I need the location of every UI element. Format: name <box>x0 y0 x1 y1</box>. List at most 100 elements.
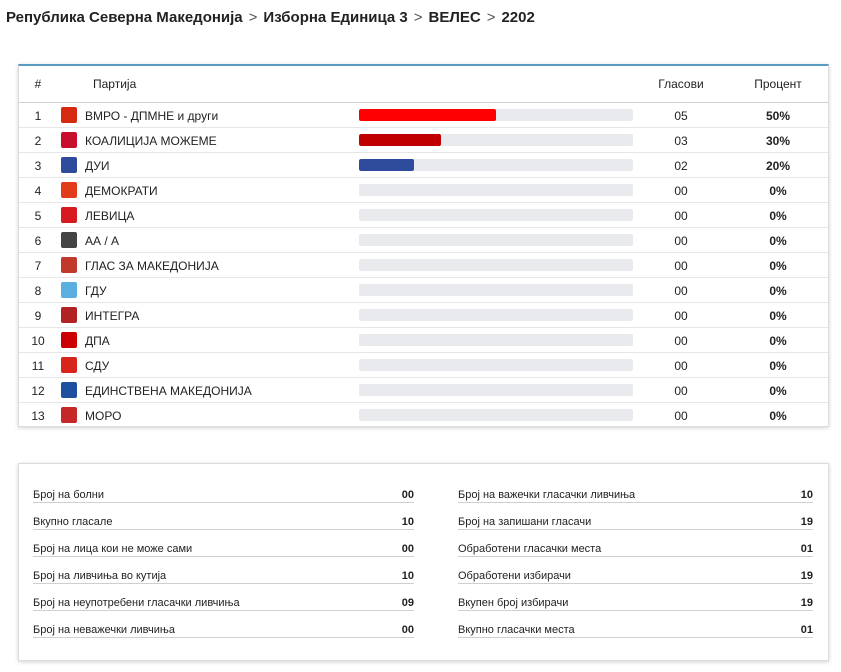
stat-item: Број на неважечки ливчиња 00 <box>33 624 414 638</box>
vote-count: 00 <box>674 209 688 223</box>
progress-bar <box>359 259 633 271</box>
aa-logo-icon <box>61 232 77 248</box>
progress-bar <box>359 284 633 296</box>
table-row[interactable]: 13 МОРО 00 0% <box>19 403 828 428</box>
party-name: ИНТЕГРА <box>85 309 140 323</box>
stats-panel: Број на болни 00 Вкупно гласале 10 Број на л… <box>18 463 829 661</box>
vote-count: 00 <box>674 284 688 298</box>
party-name: МОРО <box>85 409 122 423</box>
stat-item: Број на важечки гласачки ливчиња 10 <box>458 489 813 503</box>
results-table: # Партија Гласови Процент 1 ВМРО - ДПМНЕ … <box>18 64 829 427</box>
moro-logo-icon <box>61 407 77 423</box>
stat-label: Број на неупотребени гласачки ливчиња <box>33 597 240 609</box>
table-row[interactable]: 7 ГЛАС ЗА МАКЕДОНИЈА 00 0% <box>19 253 828 278</box>
chevron-right-icon: > <box>413 8 423 26</box>
dui-logo-icon <box>61 157 77 173</box>
stat-item: Вкупно гласале 10 <box>33 516 414 530</box>
stat-label: Вкупен број избирачи <box>458 597 569 609</box>
table-row[interactable]: 9 ИНТЕГРА 00 0% <box>19 303 828 328</box>
row-number: 11 <box>31 359 45 373</box>
table-row[interactable]: 3 ДУИ 02 20% <box>19 153 828 178</box>
vote-count: 00 <box>674 334 688 348</box>
vote-percent: 0% <box>769 359 787 373</box>
vote-percent: 0% <box>769 384 787 398</box>
levica-logo-icon <box>61 207 77 223</box>
table-row[interactable]: 10 ДПА 00 0% <box>19 328 828 353</box>
table-row[interactable]: 8 ГДУ 00 0% <box>19 278 828 303</box>
progress-bar-fill <box>359 109 496 121</box>
stat-item: Вкупно гласачки места 01 <box>458 624 813 638</box>
vote-percent: 30% <box>765 134 791 148</box>
vote-percent: 50% <box>765 109 791 123</box>
vote-count: 02 <box>674 159 688 173</box>
table-row[interactable]: 6 АА / А 00 0% <box>19 228 828 253</box>
breadcrumb: Република Северна Македонија > Изборна Е… <box>6 6 535 28</box>
vote-percent: 0% <box>769 334 787 348</box>
stat-value: 19 <box>800 570 813 582</box>
table-row[interactable]: 1 ВМРО - ДПМНЕ и други 05 50% <box>19 103 828 128</box>
vmro-logo-icon <box>61 107 77 123</box>
vote-count: 00 <box>674 359 688 373</box>
row-number: 9 <box>34 309 42 323</box>
table-row[interactable]: 4 ДЕМОКРАТИ 00 0% <box>19 178 828 203</box>
party-name: ДУИ <box>85 159 110 173</box>
table-header: # Партија Гласови Процент <box>19 66 828 103</box>
stat-item: Број на болни 00 <box>33 489 414 503</box>
gdu-logo-icon <box>61 282 77 298</box>
stat-label: Број на лица кои не може сами <box>33 543 193 555</box>
stat-label: Број на ливчиња во кутија <box>33 570 167 582</box>
row-number: 3 <box>34 159 42 173</box>
party-name: АА / А <box>85 234 120 248</box>
party-name: ДЕМОКРАТИ <box>85 184 158 198</box>
vote-percent: 20% <box>765 159 791 173</box>
table-row[interactable]: 12 ЕДИНСТВЕНА МАКЕДОНИЈА 00 0% <box>19 378 828 403</box>
breadcrumb-municipality[interactable]: ВЕЛЕС <box>428 8 481 26</box>
row-number: 6 <box>34 234 42 248</box>
vote-count: 00 <box>674 234 688 248</box>
stat-value: 01 <box>800 543 813 555</box>
vote-percent: 0% <box>769 259 787 273</box>
stat-item: Број на запишани гласачи 19 <box>458 516 813 530</box>
stat-label: Број на болни <box>33 489 105 501</box>
stat-value: 09 <box>401 597 414 609</box>
chevron-right-icon: > <box>248 8 258 26</box>
vote-count: 00 <box>674 184 688 198</box>
progress-bar <box>359 409 633 421</box>
stat-value: 00 <box>401 624 414 636</box>
party-name: ЕДИНСТВЕНА МАКЕДОНИЈА <box>85 384 252 398</box>
stat-label: Број на важечки гласачки ливчиња <box>458 489 636 501</box>
row-number: 10 <box>31 334 45 348</box>
vote-percent: 0% <box>769 409 787 423</box>
stat-item: Обработени избирачи 19 <box>458 570 813 584</box>
demokrati-logo-icon <box>61 182 77 198</box>
stat-value: 10 <box>800 489 813 501</box>
stat-item: Обработени гласачки места 01 <box>458 543 813 557</box>
table-row[interactable]: 2 КОАЛИЦИЈА МОЖЕМЕ 03 30% <box>19 128 828 153</box>
vote-count: 00 <box>674 409 688 423</box>
progress-bar <box>359 334 633 346</box>
edinstvena-logo-icon <box>61 382 77 398</box>
table-row[interactable]: 11 СДУ 00 0% <box>19 353 828 378</box>
progress-bar <box>359 359 633 371</box>
vote-count: 05 <box>674 109 688 123</box>
vote-percent: 0% <box>769 309 787 323</box>
mozeme-logo-icon <box>61 132 77 148</box>
progress-bar <box>359 184 633 196</box>
sdu-logo-icon <box>61 357 77 373</box>
party-name: ГДУ <box>85 284 107 298</box>
table-row[interactable]: 5 ЛЕВИЦА 00 0% <box>19 203 828 228</box>
party-name: ЛЕВИЦА <box>85 209 135 223</box>
row-number: 12 <box>31 384 45 398</box>
header-percent: Процент <box>754 77 802 91</box>
progress-bar <box>359 234 633 246</box>
vote-percent: 0% <box>769 284 787 298</box>
breadcrumb-country[interactable]: Република Северна Македонија <box>6 8 243 26</box>
stat-item: Вкупен број избирачи 19 <box>458 597 813 611</box>
stat-value: 10 <box>401 570 414 582</box>
breadcrumb-unit[interactable]: Изборна Единица 3 <box>263 8 408 26</box>
progress-bar-fill <box>359 134 441 146</box>
row-number: 1 <box>34 109 42 123</box>
row-number: 5 <box>34 209 42 223</box>
vote-count: 03 <box>674 134 688 148</box>
party-name: КОАЛИЦИЈА МОЖЕМЕ <box>85 134 217 148</box>
